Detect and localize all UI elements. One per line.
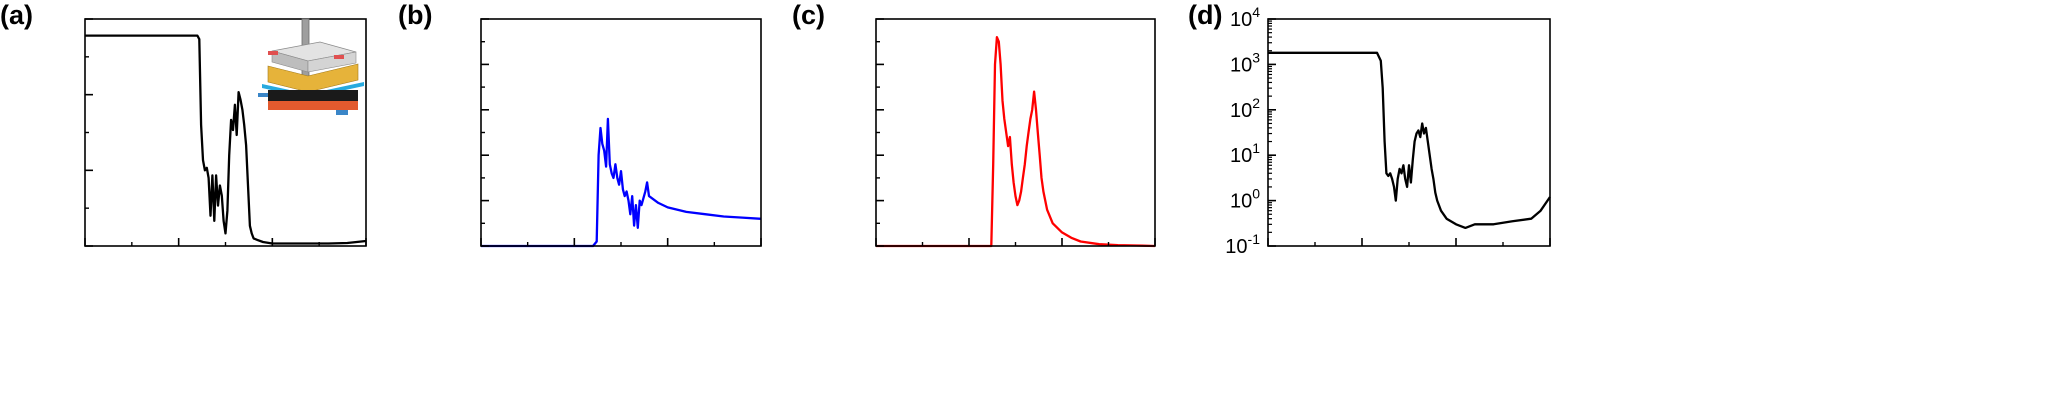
chart-panel-a: (a) [0, 0, 367, 247]
y-tick-label: 100 [1230, 186, 1260, 213]
y-tick-exponent: 3 [1252, 49, 1260, 65]
y-tick-base: 10 [1230, 54, 1252, 76]
panel-label: (c) [792, 0, 825, 30]
axes-frame [480, 18, 762, 247]
y-tick-base: 10 [1230, 9, 1252, 31]
y-tick-exponent: 4 [1252, 4, 1260, 20]
cell-yellow-layer [267, 63, 359, 93]
y-tick-exponent: 0 [1252, 186, 1260, 202]
series-line-0 [85, 34, 367, 245]
series-line-0 [1268, 51, 1551, 230]
tab-blue-bottom [336, 110, 348, 115]
chart-panel-b: (b) [398, 0, 762, 248]
y-tick-label: 102 [1230, 95, 1260, 122]
y-tick-label: 101 [1230, 140, 1260, 167]
series-line-0 [481, 117, 762, 248]
axes-frame [875, 18, 1156, 247]
cell-dark-layer [268, 90, 358, 101]
y-tick-label: 103 [1230, 49, 1260, 76]
cell-orange-layer [268, 101, 358, 110]
y-tick-label: 10-1 [1225, 231, 1260, 258]
chart-panel-c: (c) [792, 0, 1156, 248]
series-line-0 [876, 36, 1156, 248]
tab-blue-left [258, 93, 268, 97]
tab-left [268, 51, 278, 55]
y-tick-exponent: -1 [1248, 231, 1261, 247]
y-tick-exponent: 1 [1252, 140, 1260, 156]
inset-schematic [258, 18, 364, 115]
y-tick-base: 10 [1225, 236, 1247, 258]
tab-right [334, 55, 344, 59]
y-tick-base: 10 [1230, 145, 1252, 167]
panel-label: (b) [398, 0, 432, 30]
panel-label: (a) [0, 0, 33, 30]
y-tick-base: 10 [1230, 100, 1252, 122]
panel-label: (d) [1188, 0, 1222, 30]
y-tick-label: 104 [1230, 4, 1260, 31]
y-tick-base: 10 [1230, 191, 1252, 213]
y-tick-exponent: 2 [1252, 95, 1260, 111]
